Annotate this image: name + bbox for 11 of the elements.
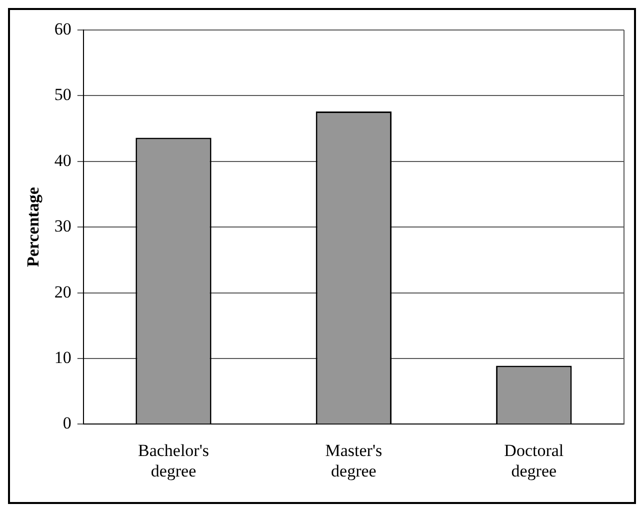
y-tick-label: 30	[54, 216, 72, 236]
y-tick-label: 40	[54, 150, 72, 170]
y-tick-label: 50	[54, 85, 72, 104]
x-tick-label: Bachelor's degree	[138, 440, 210, 480]
y-tick-label: 60	[54, 19, 72, 38]
y-tick-label: 20	[54, 282, 72, 302]
y-axis-title: Percentage	[24, 186, 43, 268]
x-tick-label: Master's degree	[325, 440, 382, 480]
x-tick-label: Doctoral degree	[504, 440, 564, 480]
y-tick-label: 0	[62, 414, 72, 433]
y-tick-label: 10	[54, 348, 72, 367]
